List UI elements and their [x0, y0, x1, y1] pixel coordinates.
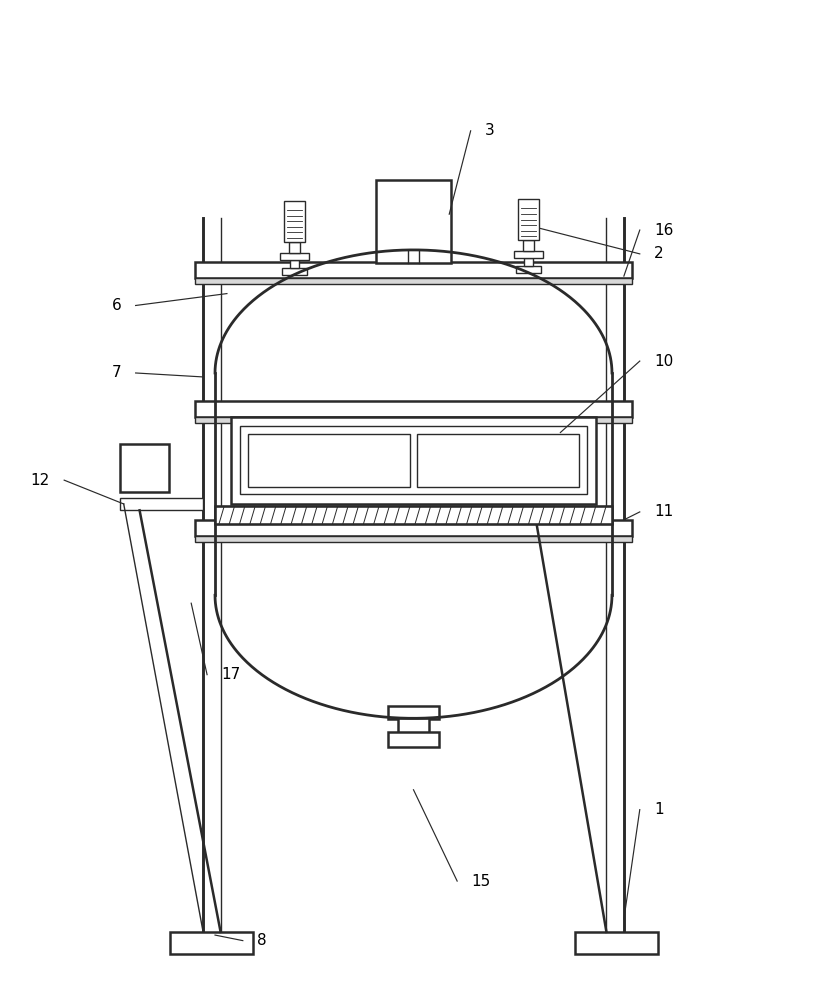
Bar — [575, 932, 658, 954]
Bar — [215, 506, 612, 524]
Bar — [195, 278, 632, 284]
Bar — [388, 706, 439, 719]
Text: 8: 8 — [257, 933, 267, 948]
Bar — [398, 718, 429, 733]
Bar — [170, 932, 253, 954]
Bar — [195, 262, 632, 278]
Bar — [523, 240, 534, 251]
Bar — [195, 417, 632, 423]
Bar — [195, 536, 632, 542]
Bar — [282, 268, 307, 275]
Bar — [418, 434, 579, 487]
Bar — [280, 253, 308, 260]
Bar — [231, 417, 596, 504]
Bar — [284, 201, 305, 242]
Bar — [120, 498, 203, 510]
Bar — [289, 260, 299, 268]
Bar — [195, 401, 632, 417]
Bar — [120, 444, 169, 492]
Bar — [518, 199, 539, 240]
Bar — [388, 732, 439, 747]
Bar — [523, 258, 533, 266]
Text: 2: 2 — [654, 246, 664, 261]
Text: 17: 17 — [222, 667, 241, 682]
Bar — [195, 520, 632, 536]
Bar — [516, 266, 542, 273]
Bar — [241, 426, 586, 494]
Text: 10: 10 — [654, 354, 673, 369]
Bar — [215, 506, 612, 524]
Text: 1: 1 — [654, 802, 664, 817]
Text: 15: 15 — [471, 874, 490, 889]
Text: 11: 11 — [654, 504, 673, 519]
Bar — [248, 434, 409, 487]
Text: 16: 16 — [654, 223, 673, 238]
Bar — [375, 180, 452, 263]
Text: 7: 7 — [112, 365, 122, 380]
Text: 6: 6 — [112, 298, 122, 313]
Bar — [514, 251, 543, 258]
Bar — [289, 242, 300, 253]
Text: 12: 12 — [31, 473, 50, 488]
Text: 3: 3 — [485, 123, 495, 138]
